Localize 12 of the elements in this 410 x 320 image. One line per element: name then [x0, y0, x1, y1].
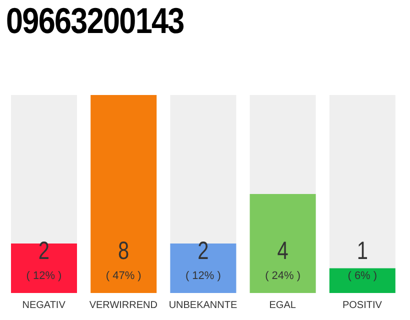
- data-label: 1 ( 6% ): [348, 236, 378, 282]
- x-tick-label: NEGATIV: [22, 300, 66, 312]
- x-tick-label: POSITIV: [342, 300, 382, 312]
- data-label: 2 ( 12% ): [26, 236, 62, 282]
- x-tick-label: VERWIRREND: [89, 300, 158, 312]
- bar: [329, 268, 396, 293]
- x-tick-label: UNBEKANNTE: [168, 300, 238, 312]
- data-label: 2 ( 12% ): [185, 236, 221, 282]
- x-tick-label: EGAL: [269, 300, 296, 312]
- data-label: 8 ( 47% ): [106, 236, 142, 282]
- data-label: 4 ( 24% ): [265, 236, 301, 282]
- chart-title: 09663200143: [6, 0, 184, 42]
